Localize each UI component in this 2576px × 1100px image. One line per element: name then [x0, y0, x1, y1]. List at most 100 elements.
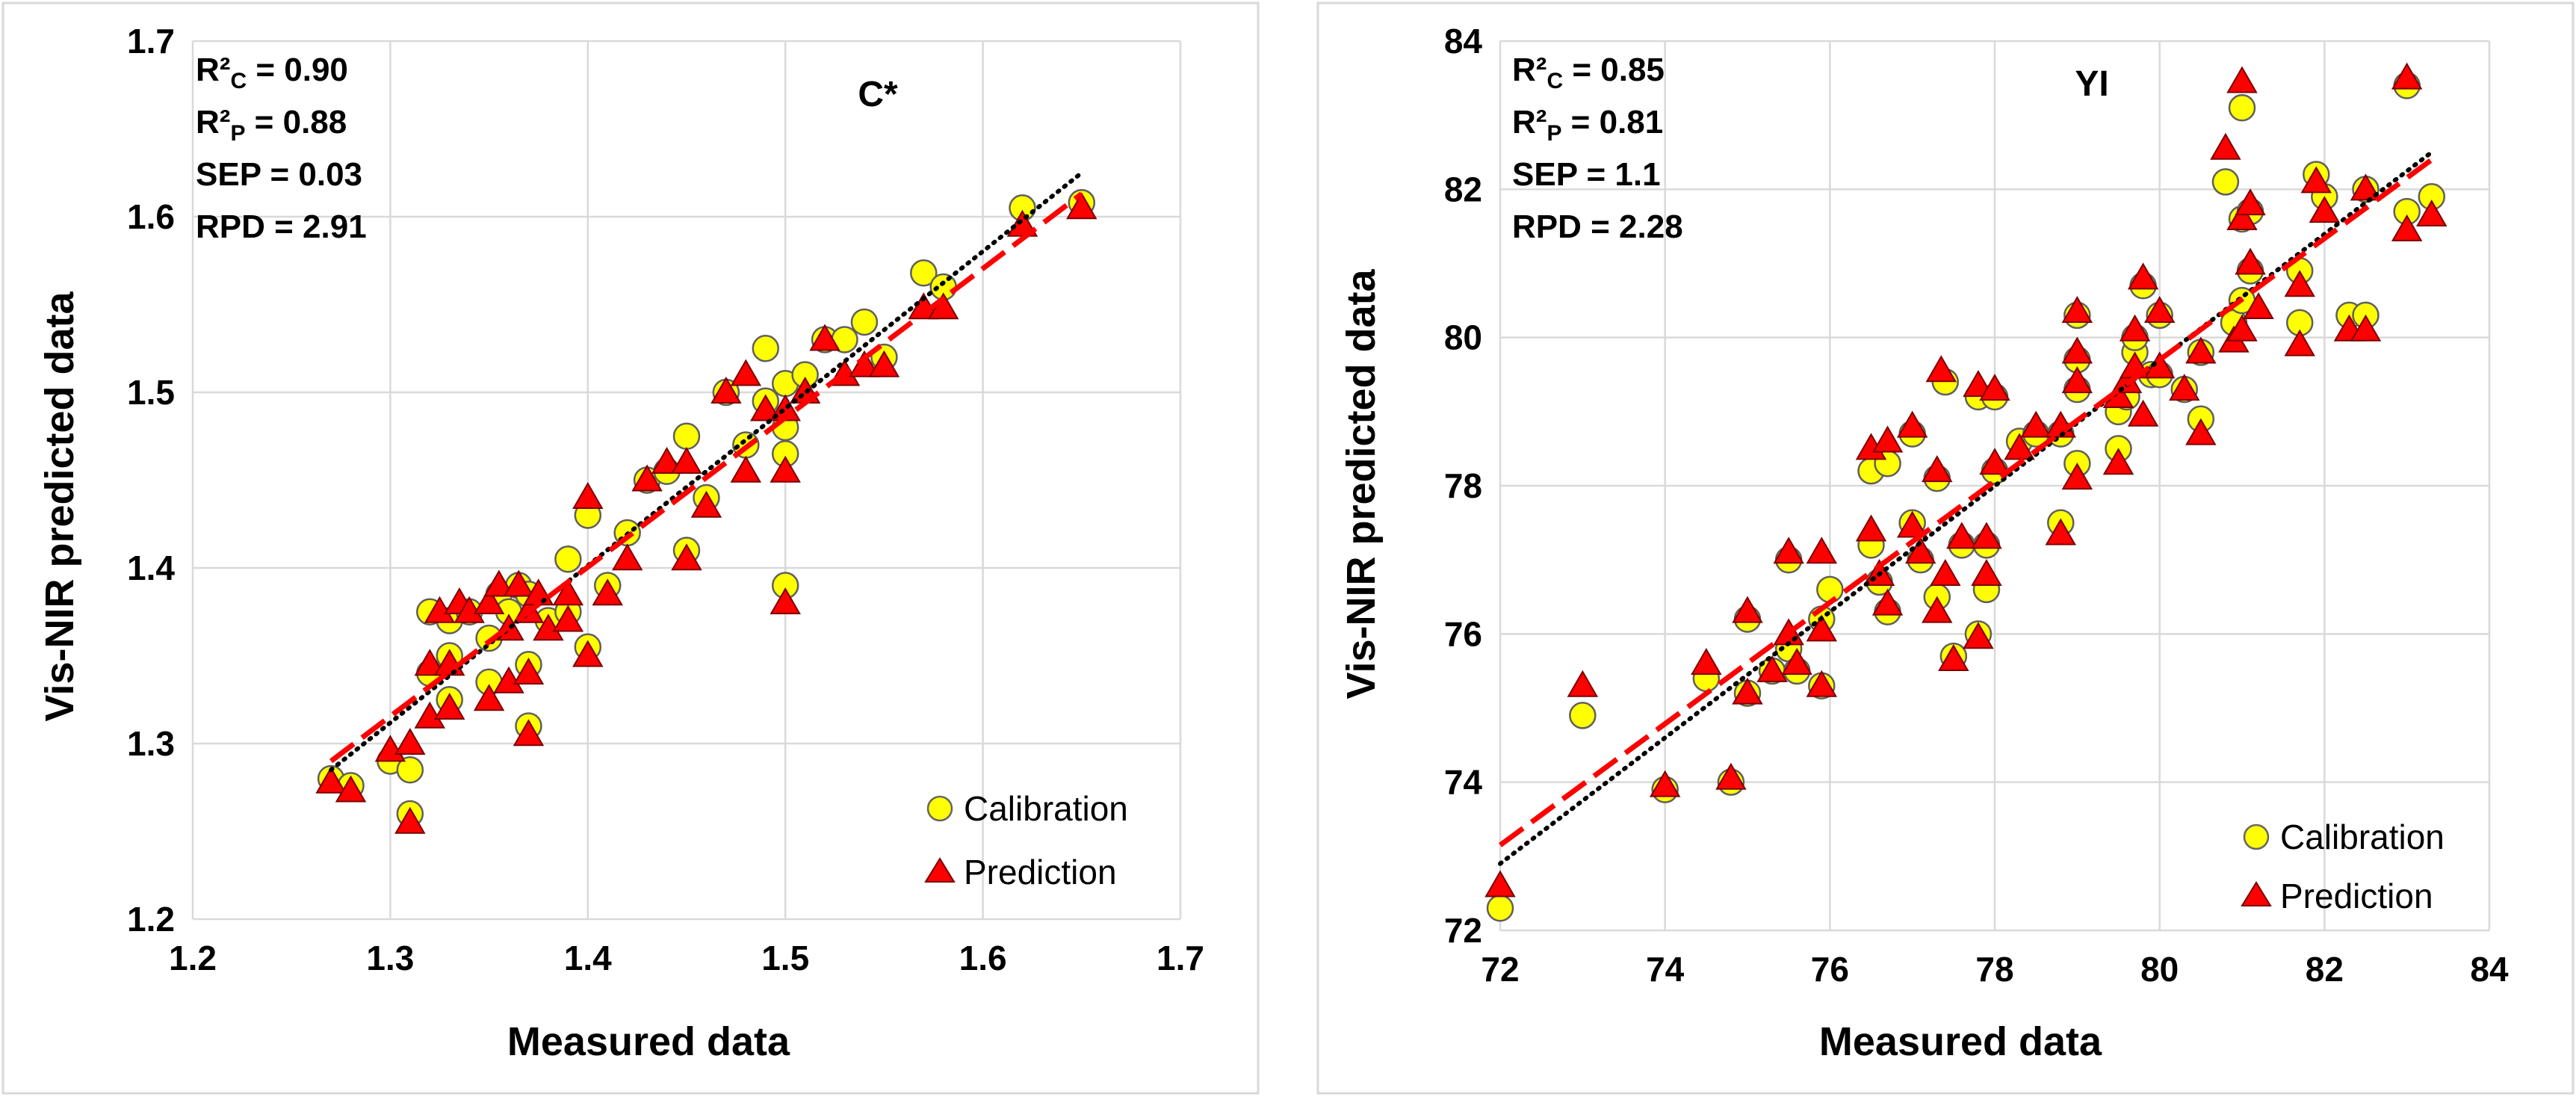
prediction-point	[335, 775, 367, 803]
prediction-point	[2185, 418, 2217, 445]
prediction-point	[2416, 200, 2447, 227]
prediction-point	[1691, 647, 1722, 675]
stat-line: SEP = 1.1	[1512, 156, 1661, 193]
x-tick-labels: 1.2 1.3 1.4 1.5 1.6 1.7	[169, 939, 1204, 977]
x-tick-label: 72	[1481, 950, 1519, 989]
y-tick-label: 78	[1444, 466, 1482, 505]
legend-prediction-marker	[2241, 881, 2272, 906]
x-tick-label: 1.7	[1157, 939, 1204, 977]
x-tick-label: 84	[2470, 950, 2509, 989]
prediction-point	[2119, 314, 2151, 342]
chart-title: C*	[858, 75, 898, 114]
y-tick-label: 1.7	[127, 22, 175, 61]
stats-box: R²C = 0.90 R²P = 0.88 SEP = 0.03 RPD = 2.91	[196, 52, 367, 245]
prediction-point	[2235, 188, 2266, 216]
calibration-point	[910, 259, 938, 287]
calibration-point	[554, 546, 582, 573]
prediction-point	[1979, 374, 2010, 401]
prediction-point	[2235, 247, 2266, 275]
prediction-point	[1855, 514, 1887, 542]
prediction-point	[473, 684, 505, 711]
y-axis-title: Vis-NIR predicted data	[37, 291, 82, 721]
x-tick-labels: 72 74 76 78 80 82 84	[1481, 950, 2509, 989]
prediction-point	[1773, 537, 1804, 564]
stat-line: RPD = 2.91	[196, 208, 367, 245]
prediction-point	[2127, 399, 2159, 427]
stat-line: R²P = 0.81	[1512, 104, 1663, 146]
prediction-point	[710, 376, 742, 404]
y-tick-label: 76	[1444, 614, 1482, 653]
prediction-point	[1715, 762, 1747, 790]
calibration-point	[2228, 94, 2256, 122]
prediction-point	[1963, 622, 1994, 649]
prediction-point	[651, 446, 683, 474]
prediction-point	[2226, 66, 2258, 93]
prediction-point	[2226, 203, 2258, 230]
prediction-point	[2061, 463, 2093, 490]
legend-prediction-marker	[924, 857, 956, 883]
y-tick-label: 74	[1444, 763, 1483, 802]
prediction-point	[730, 359, 762, 386]
prediction-point	[513, 719, 545, 747]
calibration-point	[2211, 168, 2240, 196]
y-tick-label: 80	[1444, 318, 1482, 357]
prediction-point	[503, 569, 534, 597]
calibration-trendline	[329, 170, 1084, 773]
prediction-point	[483, 569, 515, 597]
x-tick-label: 82	[2306, 950, 2344, 989]
calibration-point	[672, 422, 701, 450]
calibration-point	[1816, 575, 1844, 604]
prediction-point	[2061, 366, 2093, 394]
prediction-point	[2102, 448, 2134, 475]
calibration-point	[752, 335, 780, 362]
prediction-point	[868, 350, 900, 377]
prediction-point	[2284, 270, 2315, 297]
prediction-point	[1649, 770, 1681, 797]
x-tick-label: 1.5	[761, 939, 809, 977]
prediction-point	[2210, 132, 2241, 160]
x-axis-title: Measured data	[507, 1019, 790, 1064]
prediction-point	[2127, 262, 2159, 290]
prediction-point	[1938, 644, 1969, 672]
prediction-point	[2020, 410, 2052, 438]
prediction-point	[2226, 314, 2258, 342]
prediction-point	[631, 464, 663, 492]
prediction-point	[690, 490, 722, 518]
prediction-point	[2143, 295, 2176, 323]
x-tick-label: 1.2	[169, 939, 217, 977]
x-tick-label: 1.4	[564, 939, 612, 977]
legend-prediction-label: Prediction	[2280, 877, 2433, 915]
prediction-point	[2350, 173, 2382, 201]
y-tick-label: 1.2	[127, 900, 175, 939]
calibration-point	[1486, 894, 1514, 922]
y-tick-label: 84	[1444, 22, 1483, 61]
prediction-point	[1484, 870, 1516, 897]
prediction-point	[2243, 291, 2274, 319]
prediction-point	[2350, 314, 2382, 342]
prediction-point	[592, 578, 623, 606]
y-tick-label: 1.4	[127, 549, 175, 587]
prediction-point	[1946, 522, 1978, 549]
prediction-point	[809, 324, 840, 351]
prediction-point	[394, 806, 426, 834]
calibration-point	[396, 756, 424, 784]
prediction-point	[2061, 295, 2093, 323]
prediction-trendline	[329, 191, 1083, 764]
prediction-point	[2185, 336, 2217, 364]
prediction-point	[1806, 614, 1838, 642]
prediction-point	[1896, 410, 1928, 438]
prediction-point	[671, 543, 702, 571]
prediction-point	[374, 735, 406, 762]
stat-line: SEP = 0.03	[196, 156, 362, 193]
y-tick-label: 1.6	[127, 197, 175, 236]
prediction-point	[2004, 433, 2035, 460]
prediction-point	[1971, 522, 2002, 549]
trendlines	[1498, 149, 2434, 866]
x-tick-label: 76	[1811, 950, 1849, 989]
prediction-point	[1781, 647, 1812, 675]
prediction-point	[572, 481, 604, 509]
prediction-point	[513, 657, 545, 685]
y-tick-labels: 72 74 76 78 80 82 84	[1444, 22, 1483, 950]
chart-title: YI	[2075, 64, 2108, 104]
